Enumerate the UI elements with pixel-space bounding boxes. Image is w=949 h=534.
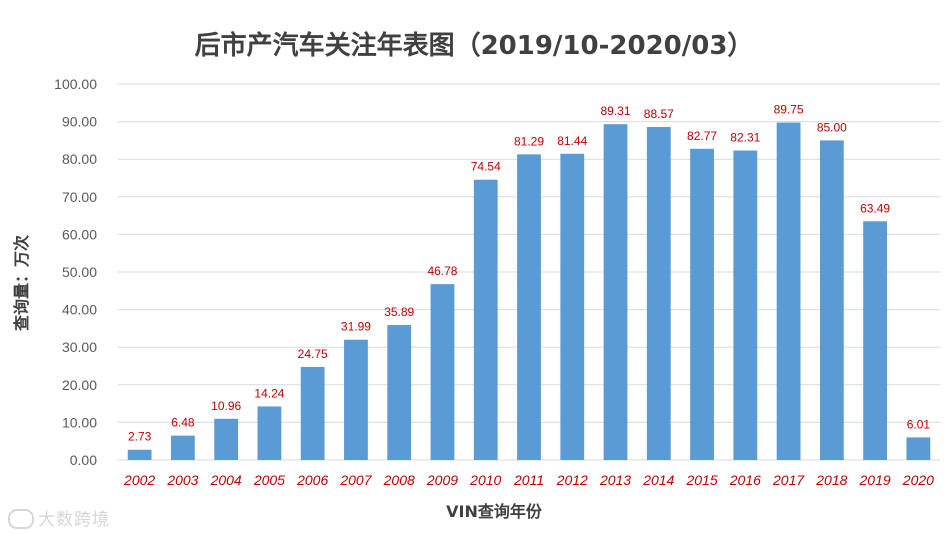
- x-tick-label: 2020: [902, 472, 934, 488]
- x-tick-label: 2002: [123, 472, 155, 488]
- watermark-text: 大数跨境: [38, 510, 110, 530]
- y-tick-label: 50.00: [62, 264, 97, 280]
- y-tick-label: 80.00: [62, 151, 97, 167]
- x-tick-label: 2009: [426, 472, 458, 488]
- data-label: 88.57: [644, 107, 674, 121]
- x-tick-label: 2007: [339, 472, 372, 488]
- x-tick-label: 2010: [469, 472, 501, 488]
- bar: [300, 366, 325, 460]
- x-tick-label: 2015: [685, 472, 717, 488]
- y-tick-label: 100.00: [54, 76, 97, 92]
- bar: [127, 449, 152, 460]
- bar: [603, 124, 628, 460]
- bar: [430, 284, 455, 460]
- bar: [733, 150, 758, 460]
- bar: [257, 406, 282, 460]
- data-label: 14.24: [254, 386, 284, 400]
- data-label: 85.00: [817, 120, 847, 134]
- data-label: 82.31: [730, 131, 760, 145]
- data-label: 31.99: [341, 320, 371, 334]
- x-tick-label: 2005: [253, 472, 285, 488]
- bar: [387, 325, 412, 460]
- data-label: 6.01: [907, 417, 931, 431]
- brand-logo-icon: [8, 509, 34, 529]
- x-tick-label: 2016: [729, 472, 761, 488]
- data-labels: 2.73 6.48 10.96 14.24 24.75 31.99 35.89 46.78 74…: [128, 103, 930, 444]
- x-tick-label: 2012: [556, 472, 588, 488]
- x-tick-label: 2018: [815, 472, 847, 488]
- watermark: 大数跨境: [8, 505, 110, 530]
- x-tick-label: 2008: [383, 472, 415, 488]
- data-label: 2.73: [128, 430, 152, 444]
- data-label: 10.96: [211, 399, 241, 413]
- bar: [819, 140, 844, 460]
- y-tick-label: 60.00: [62, 226, 97, 242]
- bar: [344, 339, 368, 460]
- bar: [690, 148, 714, 461]
- x-tick-label: 2004: [210, 472, 242, 488]
- bar: [170, 435, 195, 460]
- y-tick-label: 30.00: [62, 339, 97, 355]
- x-tick-label: 2019: [859, 472, 891, 488]
- data-label: 35.89: [384, 305, 414, 319]
- data-label: 81.44: [557, 134, 587, 148]
- data-label: 89.31: [601, 104, 631, 118]
- bar: [646, 126, 671, 460]
- y-tick-label: 70.00: [62, 189, 97, 205]
- x-tick-label: 2013: [599, 472, 631, 488]
- bar: [517, 154, 541, 460]
- bars: [127, 122, 931, 461]
- x-axis-label: VIN查询年份: [446, 502, 543, 521]
- x-tick-label: 2014: [642, 472, 674, 488]
- y-tick-labels: 0.00 10.00 20.00 30.00 40.00 50.00 60.00 70.00 8…: [54, 76, 97, 468]
- bar: [776, 122, 801, 460]
- x-tick-label: 2017: [772, 472, 805, 488]
- y-tick-label: 20.00: [62, 377, 97, 393]
- bar: [863, 221, 888, 460]
- bar: [906, 437, 931, 460]
- data-label: 82.77: [687, 129, 717, 143]
- y-axis-label: 查询量：万次: [12, 235, 31, 331]
- x-tick-labels: 2002 2003 2004 2005 2006 2007 2008 2009 2010 2011…: [123, 472, 934, 488]
- x-tick-label: 2011: [513, 472, 544, 488]
- bar: [214, 418, 239, 460]
- data-label: 46.78: [427, 264, 457, 278]
- data-label: 24.75: [298, 347, 328, 361]
- y-tick-label: 40.00: [62, 302, 97, 318]
- x-tick-label: 2006: [296, 472, 328, 488]
- y-tick-label: 90.00: [62, 114, 97, 130]
- data-label: 81.29: [514, 134, 544, 148]
- data-label: 6.48: [171, 416, 195, 430]
- y-tick-label: 10.00: [62, 414, 97, 430]
- data-label: 89.75: [774, 103, 804, 117]
- bar: [560, 153, 585, 461]
- bar: [473, 179, 498, 460]
- data-label: 74.54: [471, 160, 501, 174]
- x-tick-label: 2003: [166, 472, 198, 488]
- data-label: 63.49: [860, 201, 890, 215]
- chart-title: 后市产汽车关注年表图（2019/10-2020/03）: [195, 30, 754, 61]
- y-tick-label: 0.00: [70, 452, 97, 468]
